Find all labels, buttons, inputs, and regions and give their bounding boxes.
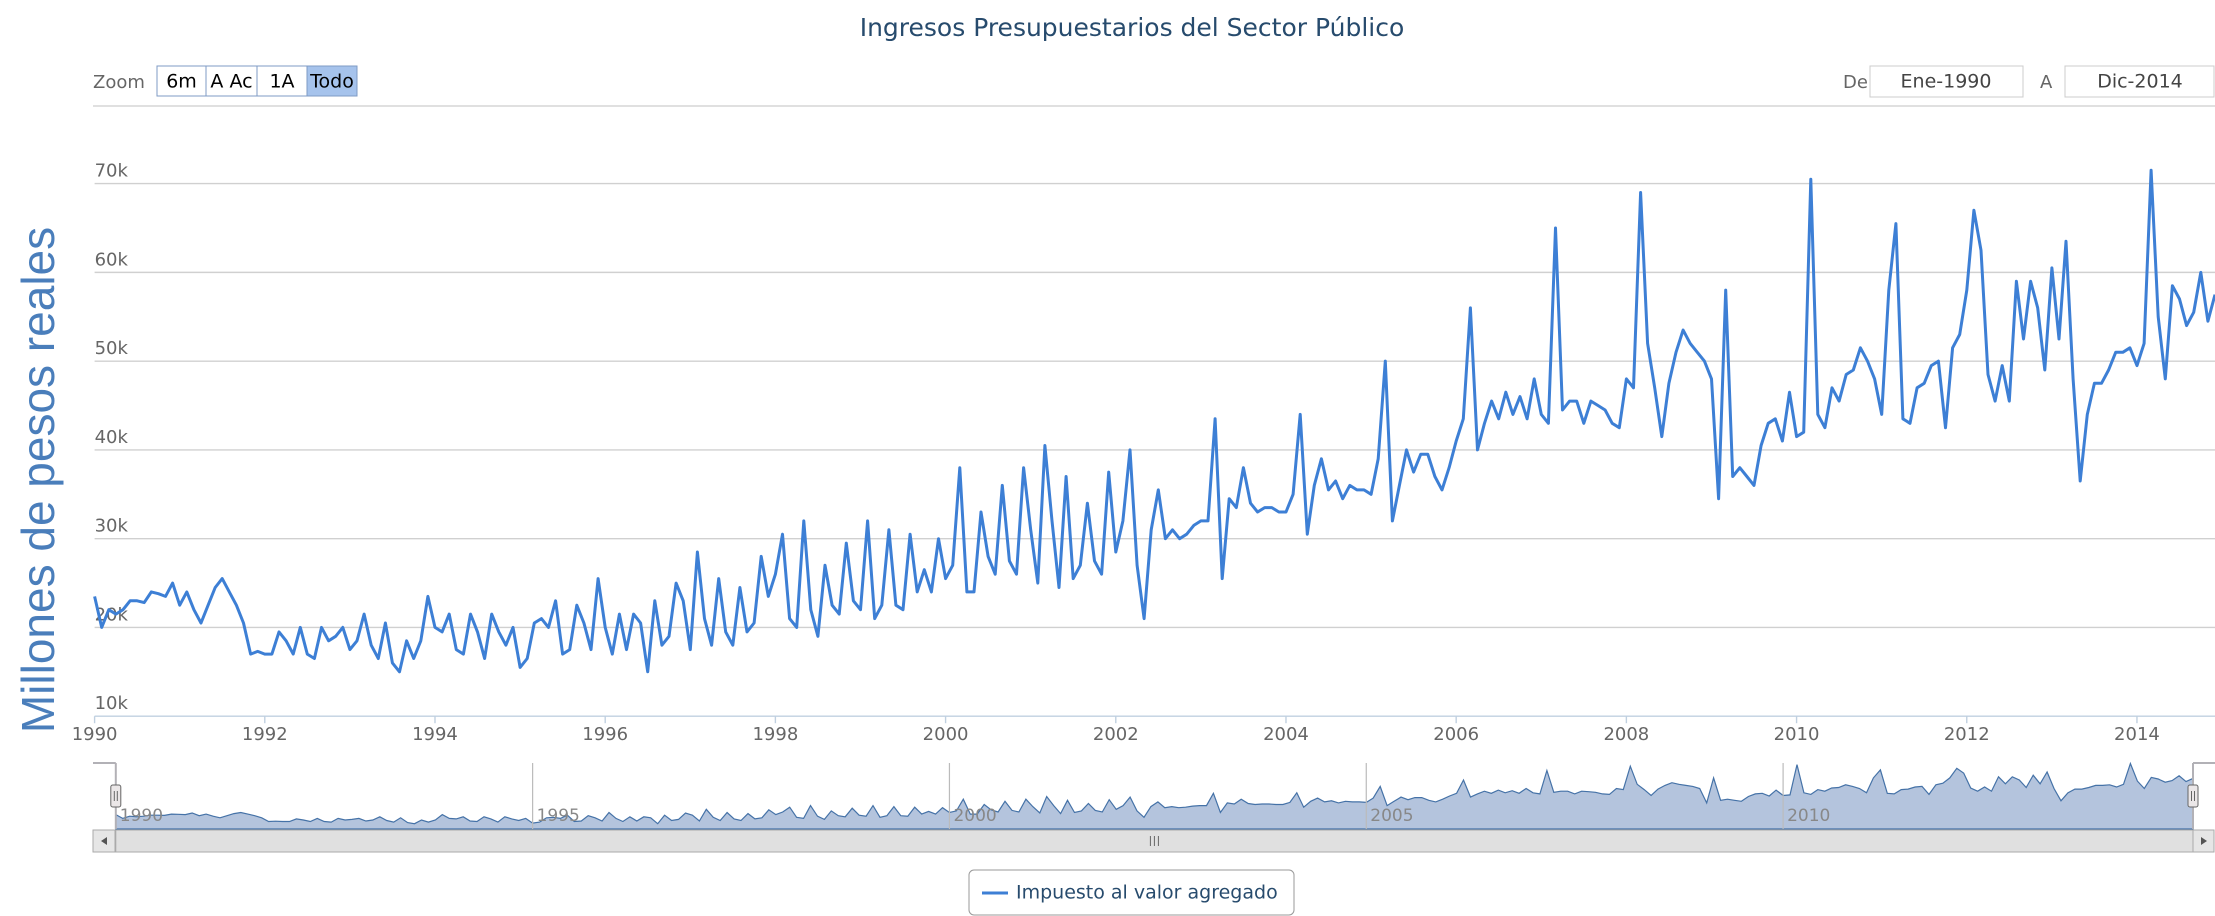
x-tick-label: 1998 [752,724,798,745]
zoom-button[interactable] [156,65,207,97]
navigator-tick-label: 2010 [1787,806,1830,826]
to-label: A [2040,72,2053,93]
zoom-button-label[interactable]: 6m [166,71,197,93]
navigator-area [115,761,2194,830]
x-tick-label: 2008 [1603,724,1649,745]
zoom-button-label[interactable]: Todo [309,71,354,93]
x-tick-label: 2002 [1093,724,1139,745]
zoom-button-label[interactable]: A Ac [210,71,252,93]
navigator-tick-label: 1995 [537,806,580,826]
y-tick-label: 30k [95,516,129,537]
navigator-handle[interactable] [110,784,122,808]
legend[interactable]: Impuesto al valor agregado [968,869,1295,916]
x-tick-label: 1992 [242,724,288,745]
series-line [93,168,2215,674]
y-tick-label: 60k [95,249,129,270]
zoom-label: Zoom [93,72,145,93]
x-tick-label: 1990 [72,724,118,745]
x-tick-label: 1994 [412,724,458,745]
x-tick-label: 2010 [1774,724,1820,745]
from-input[interactable] [1869,65,2024,98]
to-value: Dic-2014 [2097,71,2183,93]
legend-box [968,869,1295,916]
x-tick-label: 2004 [1263,724,1309,745]
x-tick-label: 2000 [923,724,969,745]
zoom-button-label[interactable]: 1A [269,71,294,93]
legend-label[interactable]: Impuesto al valor agregado [1016,882,1278,904]
y-tick-label: 40k [95,427,129,448]
x-tick-label: 2014 [2114,724,2160,745]
navigator-handle[interactable] [2187,784,2199,808]
scrollbar-arrow [2201,837,2207,845]
navigator-tick-label: 2000 [953,806,996,826]
x-tick-label: 2006 [1433,724,1479,745]
from-label: De [1843,72,1868,93]
y-tick-label: 50k [95,338,129,359]
scrollbar-arrow [101,837,107,845]
to-input[interactable] [2064,65,2215,98]
x-tick-label: 2012 [1944,724,1990,745]
y-tick-label: 10k [95,693,129,714]
zoom-button[interactable] [306,65,358,97]
x-tick-label: 1996 [582,724,628,745]
navigator-tick-label: 2005 [1370,806,1413,826]
y-tick-label: 70k [95,161,129,182]
from-value: Ene-1990 [1901,71,1992,93]
zoom-button[interactable] [205,65,258,97]
navigator-tick-label: 1990 [120,806,163,826]
chart-title: Ingresos Presupuestarios del Sector Públ… [860,13,1405,42]
y-axis-title: Millones de pesos reales [12,227,64,733]
